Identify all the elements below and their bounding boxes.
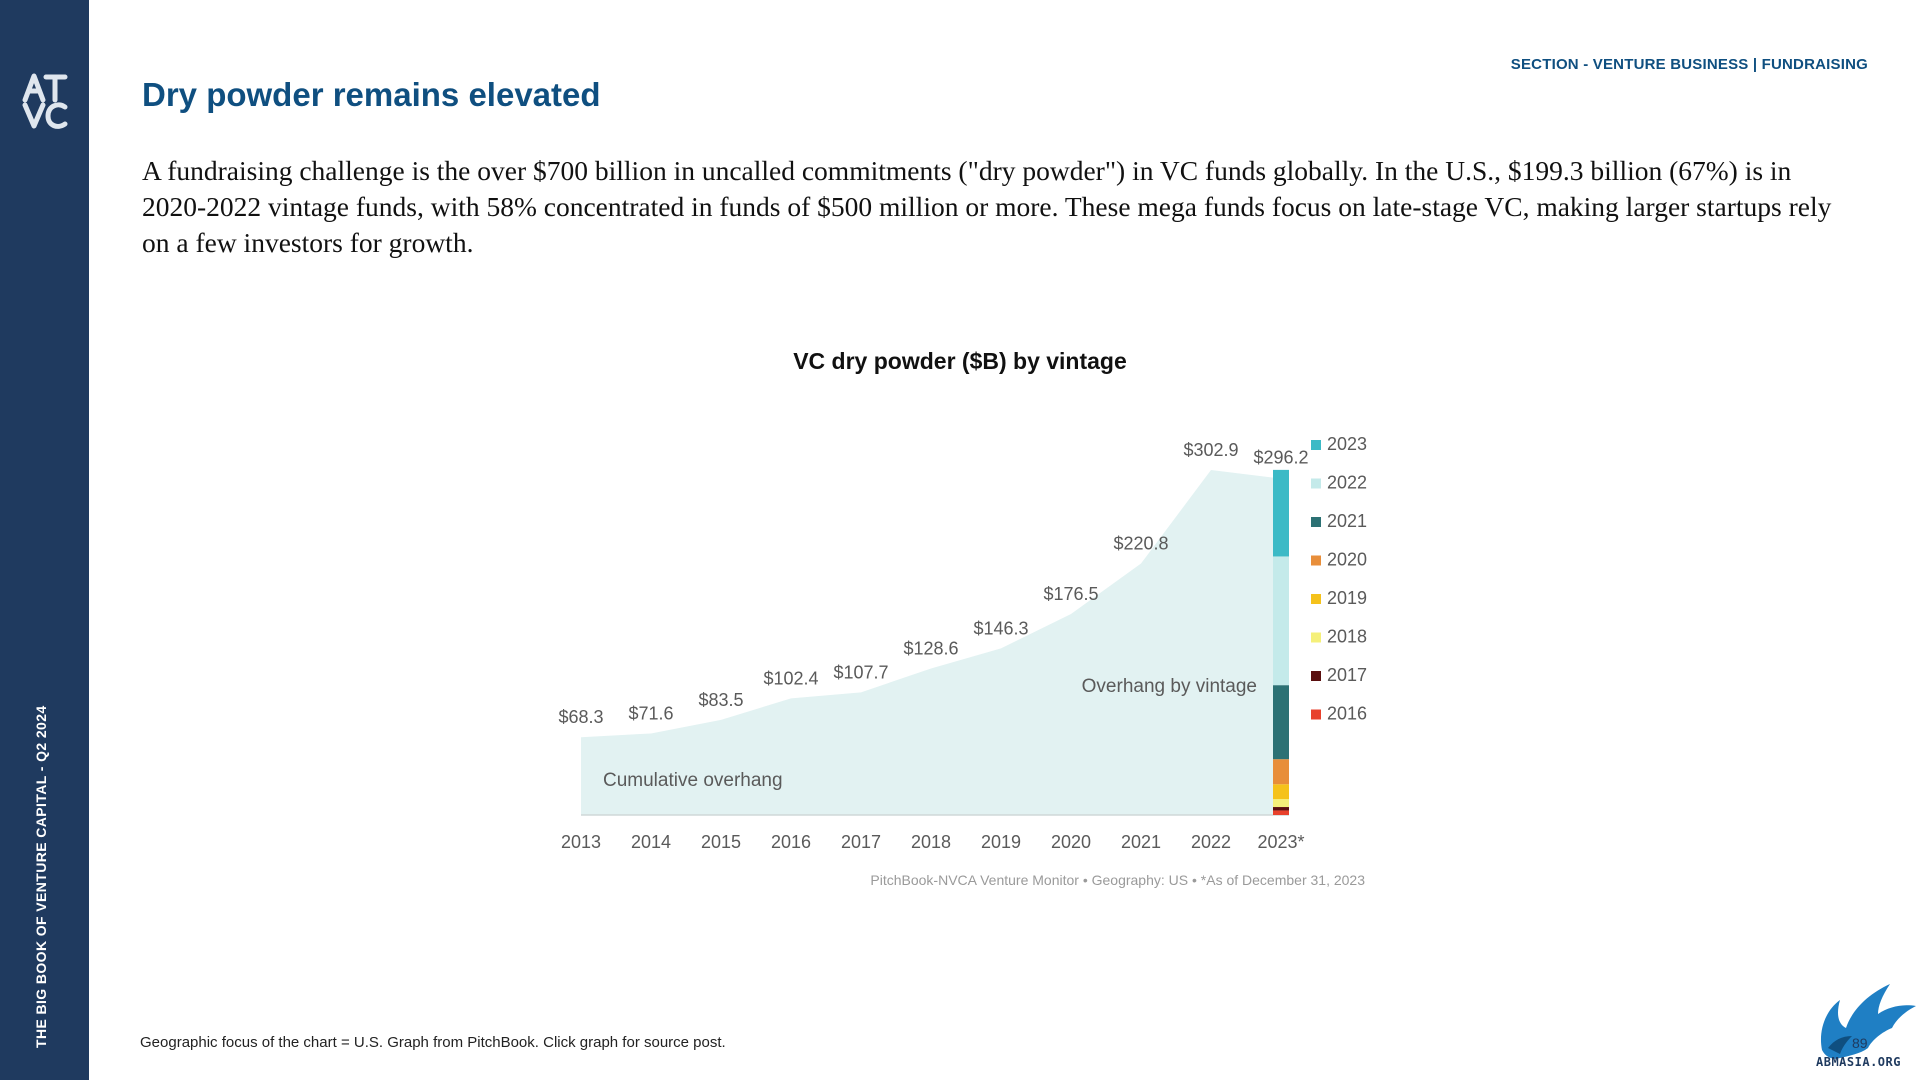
data-label: $71.6 (628, 703, 673, 723)
x-tick-label: 2021 (1121, 832, 1161, 852)
data-label: $102.4 (763, 668, 818, 688)
stack-segment-2017 (1273, 807, 1289, 811)
stack-segment-2016 (1273, 810, 1289, 815)
legend-label: 2020 (1327, 550, 1367, 570)
x-tick-label: 2014 (631, 832, 671, 852)
stack-segment-2018 (1273, 799, 1289, 808)
chart-source: PitchBook-NVCA Venture Monitor • Geograp… (870, 872, 1365, 888)
site-watermark[interactable]: ABMASIA.ORG (1816, 1055, 1901, 1069)
annotation-cumulative-overhang: Cumulative overhang (603, 770, 783, 791)
data-label: $107.7 (833, 662, 888, 682)
legend-swatch-2019 (1311, 594, 1321, 604)
data-label-2023-total: $296.2 (1253, 448, 1308, 468)
x-tick-label: 2023* (1257, 832, 1304, 852)
legend-swatch-2021 (1311, 517, 1321, 527)
section-label: SECTION - VENTURE BUSINESS | FUNDRAISING (1510, 56, 1868, 73)
eagle-logo-icon (1820, 984, 1916, 1059)
data-label: $83.5 (698, 690, 743, 710)
legend-swatch-2017 (1311, 671, 1321, 681)
data-label: $176.5 (1043, 584, 1098, 604)
x-tick-label: 2019 (981, 832, 1021, 852)
data-label: $302.9 (1183, 440, 1238, 460)
data-label: $68.3 (558, 707, 603, 727)
legend-label: 2023 (1327, 434, 1367, 454)
legend-label: 2018 (1327, 627, 1367, 647)
x-tick-label: 2018 (911, 832, 951, 852)
chart-title: VC dry powder ($B) by vintage (793, 348, 1127, 374)
atvc-logo (22, 73, 68, 129)
data-label: $220.8 (1113, 534, 1168, 554)
stack-segment-2019 (1273, 784, 1289, 800)
legend-swatch-2023 (1311, 440, 1321, 450)
footnote[interactable]: Geographic focus of the chart = U.S. Gra… (140, 1034, 726, 1051)
data-label: $146.3 (973, 618, 1028, 638)
x-tick-label: 2022 (1191, 832, 1231, 852)
legend-swatch-2016 (1311, 709, 1321, 720)
x-tick-label: 2017 (841, 832, 881, 852)
stack-segment-2020 (1273, 759, 1289, 785)
sidebar: THE BIG BOOK OF VENTURE CAPITAL - Q2 202… (0, 0, 89, 1080)
data-label: $128.6 (903, 639, 958, 659)
legend-label: 2016 (1327, 704, 1367, 724)
x-tick-label: 2020 (1051, 832, 1091, 852)
page-number: 89 (1852, 1035, 1868, 1051)
legend-label: 2019 (1327, 588, 1367, 608)
legend-swatch-2020 (1311, 555, 1321, 566)
page-title: Dry powder remains elevated (142, 76, 601, 113)
legend-label: 2021 (1327, 511, 1367, 531)
x-tick-label: 2016 (771, 832, 811, 852)
legend-swatch-2022 (1311, 478, 1321, 489)
body-paragraph: A fundraising challenge is the over $700… (142, 155, 1832, 258)
x-tick-label: 2013 (561, 832, 601, 852)
stack-segment-2023 (1273, 469, 1289, 557)
legend-label: 2022 (1327, 473, 1367, 493)
annotation-overhang-by-vintage: Overhang by vintage (1082, 676, 1257, 697)
stack-segment-2021 (1273, 685, 1289, 760)
legend-label: 2017 (1327, 665, 1367, 685)
stack-segment-2022 (1273, 556, 1289, 686)
x-tick-label: 2015 (701, 832, 741, 852)
legend-swatch-2018 (1311, 632, 1321, 643)
cumulative-overhang-area (581, 470, 1273, 815)
